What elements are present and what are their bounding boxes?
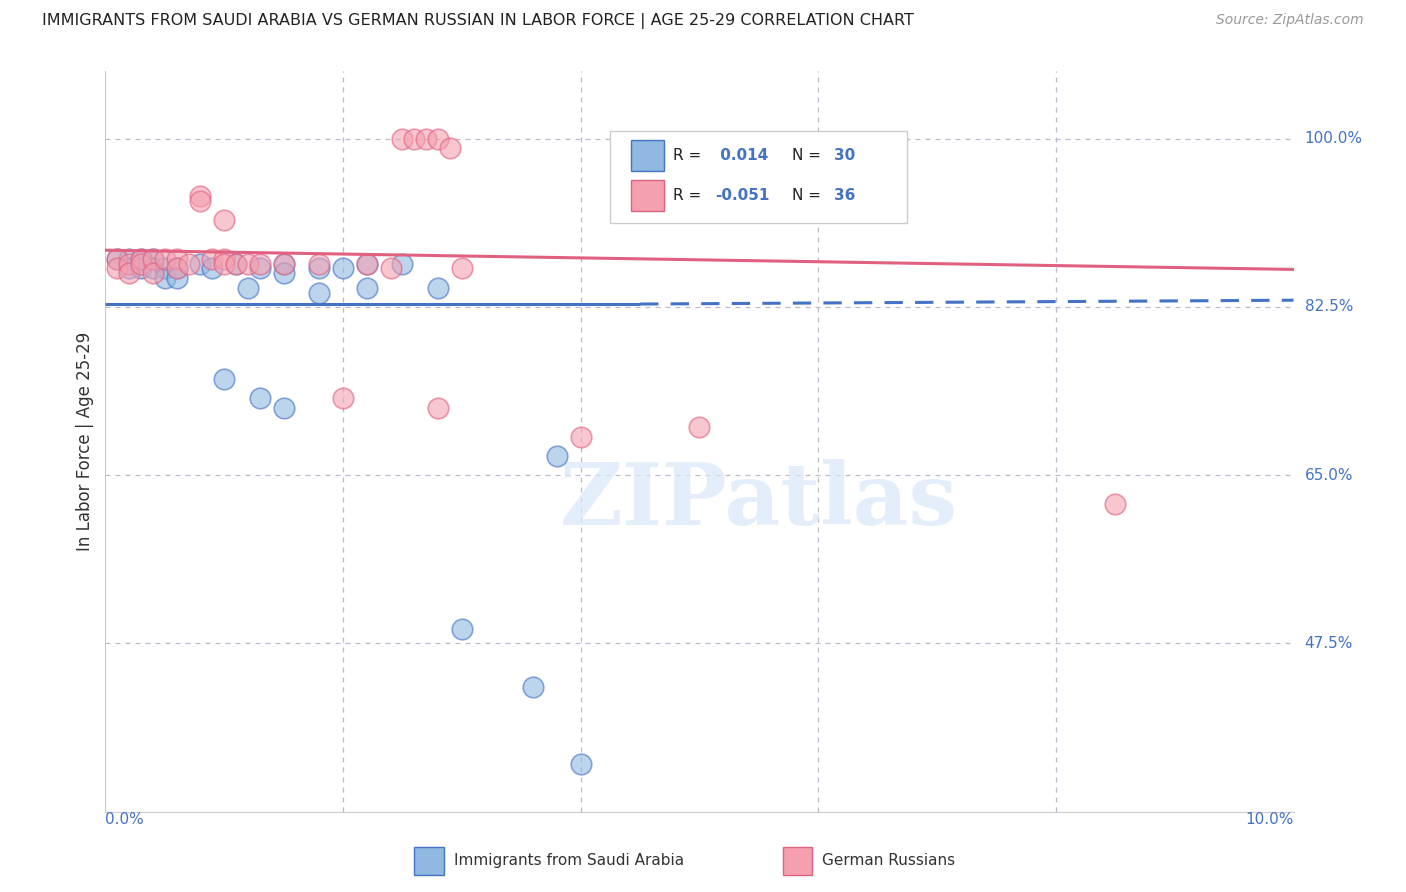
- FancyBboxPatch shape: [415, 847, 444, 875]
- Text: German Russians: German Russians: [823, 853, 955, 868]
- Text: R =: R =: [673, 148, 706, 163]
- Point: [391, 131, 413, 145]
- Point: [356, 257, 378, 271]
- Point: [439, 141, 461, 155]
- Point: [225, 257, 247, 271]
- Point: [190, 194, 212, 209]
- Point: [214, 257, 236, 271]
- Point: [166, 252, 188, 266]
- Point: [391, 257, 413, 271]
- Point: [105, 252, 128, 266]
- Point: [249, 257, 271, 271]
- Point: [142, 261, 165, 276]
- Point: [249, 261, 271, 276]
- Point: [129, 257, 152, 271]
- Point: [225, 257, 247, 271]
- Point: [214, 372, 236, 386]
- Point: [308, 257, 330, 271]
- Text: N =: N =: [792, 148, 827, 163]
- Point: [118, 252, 141, 266]
- Point: [214, 213, 236, 227]
- Point: [118, 266, 141, 280]
- Text: 65.0%: 65.0%: [1305, 467, 1353, 483]
- Text: 82.5%: 82.5%: [1305, 300, 1353, 314]
- Point: [356, 257, 378, 271]
- Point: [105, 261, 128, 276]
- Text: 0.014: 0.014: [714, 148, 768, 163]
- Text: 100.0%: 100.0%: [1305, 131, 1362, 146]
- Point: [1104, 497, 1126, 511]
- Point: [166, 271, 188, 285]
- Point: [273, 257, 295, 271]
- Point: [332, 391, 354, 405]
- Text: ZIPatlas: ZIPatlas: [560, 458, 957, 542]
- Point: [380, 261, 402, 276]
- FancyBboxPatch shape: [783, 847, 813, 875]
- Text: N =: N =: [792, 188, 827, 202]
- Point: [105, 252, 128, 266]
- Point: [118, 257, 141, 271]
- Point: [569, 430, 592, 444]
- Text: 30: 30: [834, 148, 855, 163]
- Point: [689, 420, 711, 434]
- Point: [546, 449, 568, 463]
- Point: [129, 252, 152, 266]
- Point: [415, 131, 437, 145]
- Point: [427, 401, 450, 415]
- Point: [249, 391, 271, 405]
- FancyBboxPatch shape: [610, 130, 907, 223]
- Point: [522, 680, 544, 694]
- Point: [308, 285, 330, 300]
- Point: [142, 252, 165, 266]
- Text: Source: ZipAtlas.com: Source: ZipAtlas.com: [1216, 13, 1364, 28]
- Point: [142, 266, 165, 280]
- Point: [129, 261, 152, 276]
- Point: [214, 252, 236, 266]
- Point: [273, 257, 295, 271]
- Point: [166, 261, 188, 276]
- Text: Immigrants from Saudi Arabia: Immigrants from Saudi Arabia: [454, 853, 683, 868]
- Point: [166, 261, 188, 276]
- Y-axis label: In Labor Force | Age 25-29: In Labor Force | Age 25-29: [76, 332, 94, 551]
- Point: [129, 252, 152, 266]
- Point: [273, 266, 295, 280]
- Point: [190, 257, 212, 271]
- Point: [201, 261, 224, 276]
- FancyBboxPatch shape: [630, 180, 664, 211]
- Point: [450, 622, 472, 636]
- Text: 36: 36: [834, 188, 855, 202]
- Point: [450, 261, 472, 276]
- Point: [273, 401, 295, 415]
- Text: 10.0%: 10.0%: [1246, 812, 1294, 827]
- Point: [201, 252, 224, 266]
- Point: [427, 281, 450, 295]
- Text: R =: R =: [673, 188, 706, 202]
- Text: 0.0%: 0.0%: [105, 812, 145, 827]
- Text: -0.051: -0.051: [714, 188, 769, 202]
- Point: [153, 271, 176, 285]
- Point: [153, 261, 176, 276]
- Point: [332, 261, 354, 276]
- Point: [190, 189, 212, 203]
- Point: [177, 257, 200, 271]
- Point: [153, 252, 176, 266]
- Point: [142, 252, 165, 266]
- Point: [427, 131, 450, 145]
- Point: [236, 257, 259, 271]
- Point: [308, 261, 330, 276]
- Point: [118, 261, 141, 276]
- Point: [569, 756, 592, 771]
- Point: [356, 281, 378, 295]
- Text: 47.5%: 47.5%: [1305, 636, 1353, 651]
- Text: IMMIGRANTS FROM SAUDI ARABIA VS GERMAN RUSSIAN IN LABOR FORCE | AGE 25-29 CORREL: IMMIGRANTS FROM SAUDI ARABIA VS GERMAN R…: [42, 13, 914, 29]
- Point: [236, 281, 259, 295]
- Point: [404, 131, 426, 145]
- FancyBboxPatch shape: [630, 140, 664, 171]
